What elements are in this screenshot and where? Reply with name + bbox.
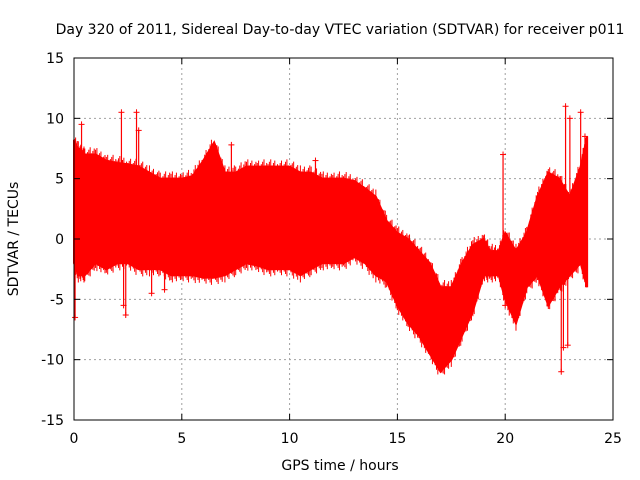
ticks: 0 5 10 15 20 25 -15 -10 -5 0 5 10 15 xyxy=(41,51,622,447)
x-tick-label: 0 xyxy=(70,431,79,447)
x-tick-label: 20 xyxy=(496,431,514,447)
outlier-point xyxy=(558,239,565,375)
x-tick-label: 25 xyxy=(604,431,622,447)
outlier-point xyxy=(122,239,129,319)
y-tick-label: 10 xyxy=(46,111,64,127)
y-tick-label: -15 xyxy=(41,413,64,429)
outlier-point xyxy=(133,109,140,239)
outlier-point xyxy=(581,133,588,239)
x-axis-label: GPS time / hours xyxy=(281,458,398,474)
outlier-point xyxy=(566,115,573,239)
outlier-point xyxy=(118,109,125,239)
x-tick-label: 10 xyxy=(281,431,299,447)
outlier-point xyxy=(502,239,509,309)
outlier-point xyxy=(78,121,85,239)
x-tick-label: 15 xyxy=(388,431,406,447)
y-tick-label: -10 xyxy=(41,353,64,369)
outlier-point xyxy=(500,151,507,239)
outlier-point xyxy=(161,239,168,293)
outlier-point xyxy=(560,239,567,351)
y-tick-label: 0 xyxy=(55,232,64,248)
outlier-point xyxy=(228,141,235,239)
outlier-point xyxy=(562,103,569,239)
y-axis-label: SDTVAR / TECUs xyxy=(6,182,22,297)
outlier-point xyxy=(312,157,319,239)
data-layer xyxy=(72,103,589,375)
y-tick-label: 15 xyxy=(46,51,64,67)
outlier-point xyxy=(577,109,584,239)
outlier-point xyxy=(72,239,79,321)
y-tick-label: -5 xyxy=(50,292,64,308)
outlier-point xyxy=(135,127,142,239)
chart-title: Day 320 of 2011, Sidereal Day-to-day VTE… xyxy=(56,22,625,38)
outlier-point xyxy=(148,239,155,297)
y-tick-label: 5 xyxy=(55,172,64,188)
x-tick-label: 5 xyxy=(177,431,186,447)
outlier-point xyxy=(564,239,571,349)
